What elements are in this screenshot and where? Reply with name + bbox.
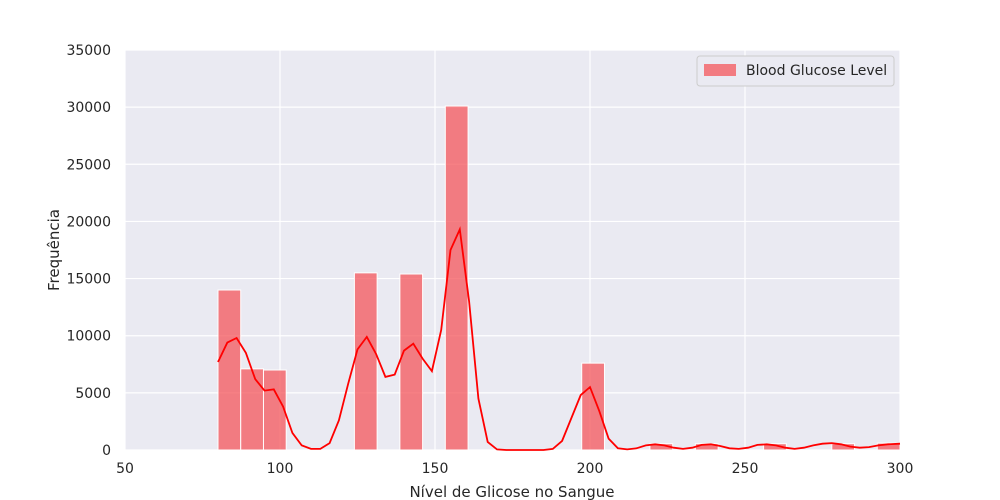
y-axis-label: Frequência	[45, 209, 63, 291]
y-tick-label: 5000	[75, 386, 111, 402]
y-tick-label: 15000	[66, 272, 111, 288]
histogram-bar	[217, 289, 242, 451]
x-tick-label: 250	[732, 461, 759, 477]
histogram-bar	[444, 105, 469, 451]
x-tick-label: 100	[267, 461, 294, 477]
histogram-bar	[581, 362, 605, 451]
y-tick-label: 10000	[66, 329, 111, 345]
x-axis-label: Nível de Glicose no Sangue	[409, 483, 614, 500]
x-tick-label: 50	[116, 461, 134, 477]
y-tick-label: 0	[102, 443, 111, 459]
legend-label: Blood Glucose Level	[746, 63, 887, 79]
y-tick-label: 20000	[66, 214, 111, 230]
legend-box	[696, 55, 895, 87]
legend: Blood Glucose Level	[696, 55, 895, 87]
y-tick-labels: 0 5000 10000 15000 20000 25000 30000 35000	[66, 43, 111, 459]
histogram-bar	[353, 272, 378, 451]
x-tick-label: 200	[577, 461, 604, 477]
y-tick-label: 35000	[66, 43, 111, 59]
kde-curve	[217, 226, 901, 451]
legend-swatch	[704, 64, 736, 76]
x-tick-label: 300	[887, 461, 914, 477]
x-tick-labels: 50 100 150 200 250 300	[116, 461, 913, 477]
histogram-bar	[763, 443, 787, 451]
x-tick-label: 150	[422, 461, 449, 477]
histogram-bar	[262, 369, 287, 451]
y-tick-label: 30000	[66, 100, 111, 116]
histogram-bar	[240, 368, 264, 451]
histogram-bar	[876, 442, 901, 451]
histogram-bar	[399, 273, 424, 451]
histogram-bars	[217, 105, 901, 451]
y-tick-label: 25000	[66, 157, 111, 173]
